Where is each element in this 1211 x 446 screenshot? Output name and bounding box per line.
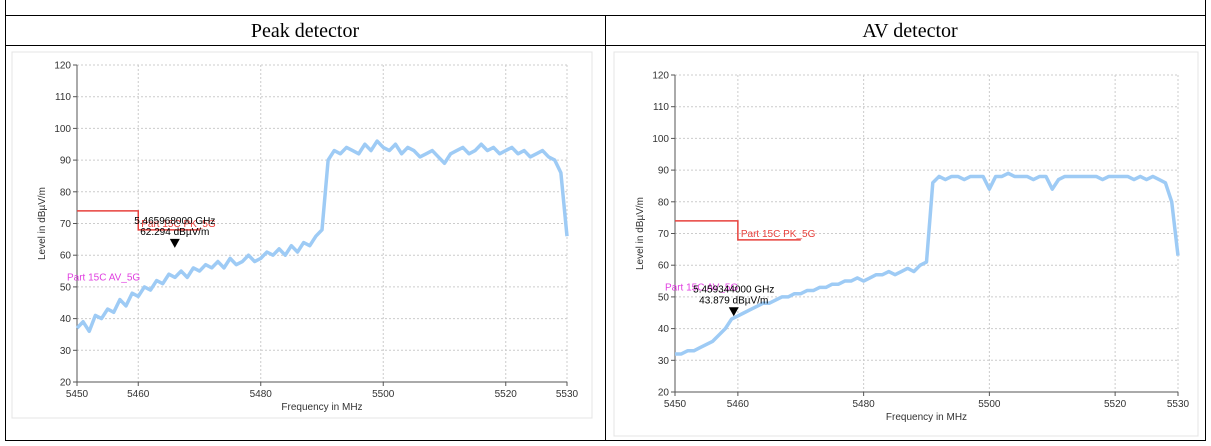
limit-label: Part 15C AV_5G [67, 273, 140, 284]
y-tick-label: 60 [60, 251, 72, 262]
y-tick-label: 100 [652, 134, 669, 145]
limit-label: Part 15C AV_5G [665, 283, 738, 294]
marker-label: 62.294 dBµV/m [140, 227, 209, 238]
marker-label: 5.465968000 GHz [134, 216, 215, 227]
y-tick-label: 30 [60, 346, 72, 357]
marker [728, 307, 739, 317]
y-axis-label: Level in dBµV/m [635, 197, 646, 270]
y-tick-label: 110 [653, 102, 669, 113]
x-tick-label: 5480 [853, 399, 876, 410]
x-tick-label: 5530 [1167, 399, 1190, 410]
y-tick-label: 80 [60, 187, 72, 198]
y-tick-label: 90 [60, 156, 72, 167]
x-tick-label: 5520 [495, 389, 518, 400]
x-tick-label: 5460 [127, 389, 150, 400]
limit-line [675, 220, 801, 241]
y-tick-label: 60 [658, 261, 670, 272]
limit-label: Part 15C PK_5G [741, 229, 816, 240]
y-tick-label: 120 [54, 61, 71, 72]
spectrum-trace [675, 171, 1180, 356]
y-tick-label: 80 [658, 197, 670, 208]
y-tick-label: 110 [55, 92, 71, 103]
y-tick-label: 120 [652, 71, 669, 82]
y-tick-label: 70 [658, 229, 670, 240]
marker-label: 43.879 dBµV/m [699, 295, 768, 306]
y-axis-label: Level in dBµV/m [37, 187, 48, 260]
limit-label: Part 15C PK_5G [141, 219, 216, 230]
x-tick-label: 5450 [664, 399, 687, 410]
chart-image [11, 51, 593, 419]
header-cell: AV detector [862, 20, 958, 42]
x-tick-label: 5520 [1104, 399, 1127, 410]
x-tick-label: 5480 [250, 389, 273, 400]
y-tick-label: 50 [658, 292, 670, 303]
y-tick-label: 20 [60, 378, 72, 389]
header-cell: Peak detector [251, 20, 360, 42]
y-tick-label: 40 [60, 314, 72, 325]
marker-label: 5.459344000 GHz [693, 284, 774, 295]
y-tick-label: 100 [54, 124, 71, 135]
y-tick-label: 30 [658, 356, 670, 367]
x-axis-label: Frequency in MHz [281, 402, 362, 413]
marker [169, 238, 180, 248]
x-tick-label: 5450 [66, 389, 89, 400]
y-tick-label: 40 [658, 324, 670, 335]
y-tick-label: 50 [60, 282, 72, 293]
y-tick-label: 70 [60, 219, 72, 230]
x-tick-label: 5460 [727, 399, 750, 410]
x-axis-label: Frequency in MHz [886, 412, 967, 423]
table-frame [5, 0, 1206, 441]
y-tick-label: 90 [658, 166, 670, 177]
limit-line [77, 210, 200, 231]
x-tick-label: 5500 [978, 399, 1001, 410]
x-tick-label: 5500 [372, 389, 395, 400]
x-tick-label: 5530 [556, 389, 579, 400]
chart-image [613, 51, 1199, 437]
spectrum-trace [75, 139, 569, 334]
y-tick-label: 20 [658, 388, 670, 399]
